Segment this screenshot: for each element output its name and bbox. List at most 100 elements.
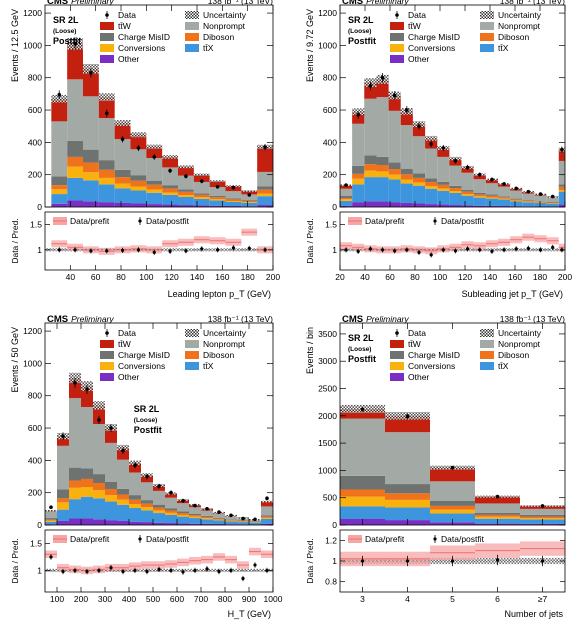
legend-data-marker (395, 331, 399, 335)
legend-label-data: Data (408, 10, 426, 20)
bar-nonprompt (520, 508, 565, 515)
x-tick-label: 60 (91, 272, 101, 282)
bar-ttX (189, 518, 201, 524)
postfit-point (465, 247, 470, 251)
bar-other (146, 204, 163, 207)
postfit-point (360, 559, 365, 563)
bar-diboson (189, 515, 201, 517)
bar-chargemisid (178, 189, 194, 192)
legend-label-ttX: tt̄X (203, 361, 214, 371)
bar-other (376, 201, 389, 207)
legend-swatch-other (390, 373, 404, 381)
bar-ttX (225, 521, 237, 525)
data-point (89, 71, 93, 75)
bar-other (461, 205, 474, 207)
bar-chargemisid (385, 484, 430, 494)
bar-chargemisid (388, 162, 401, 170)
bar-nonprompt (475, 503, 520, 513)
bar-ttX (425, 188, 438, 205)
bar-chargemisid (461, 189, 474, 192)
legend-swatch-other (100, 55, 114, 63)
bar-diboson (114, 177, 131, 184)
bar-conversions (153, 510, 165, 514)
data-point (169, 490, 173, 495)
bar-other (412, 203, 426, 207)
legend-label-ttX: tt̄X (498, 361, 509, 371)
bar-other (201, 523, 213, 525)
bar-ttX (430, 513, 475, 523)
bar-chargemisid (449, 185, 462, 189)
bar-other (114, 202, 131, 207)
bar-ttW (165, 493, 177, 498)
y-axis-label: Events / bin (305, 327, 315, 374)
bar-diboson (376, 164, 389, 172)
bar-ttX (81, 496, 93, 519)
y-tick-label: 1500 (318, 438, 337, 448)
legend-label-nonprompt: Nonprompt (498, 339, 541, 349)
bar-ttX (241, 202, 258, 207)
bar-conversions (177, 514, 189, 517)
bar-diboson (461, 191, 474, 195)
legend-data-marker (105, 13, 109, 17)
bar-chargemisid (81, 468, 93, 479)
postfit-point (133, 568, 137, 573)
data-point (97, 418, 101, 422)
bar-conversions (98, 177, 115, 185)
cms-label-main: CMS (47, 314, 68, 325)
bar-chargemisid (162, 185, 178, 189)
bar-chargemisid (400, 168, 413, 175)
bar-other (162, 204, 178, 207)
bar-ttW (114, 122, 131, 140)
bar-conversions (400, 179, 413, 184)
y-tick-label: 1000 (318, 40, 337, 50)
bar-nonprompt (51, 121, 68, 177)
data-point (157, 484, 161, 489)
bar-nonprompt (340, 418, 385, 476)
bar-ttW (385, 415, 430, 433)
bar-chargemisid (93, 474, 105, 483)
legend-label-diboson: Diboson (498, 350, 529, 360)
bar-conversions (430, 509, 475, 514)
bar-diboson (45, 519, 57, 521)
bar-other (93, 519, 105, 525)
bar-nonprompt (364, 98, 377, 156)
bar-diboson (388, 169, 401, 175)
bar-other (177, 523, 189, 525)
bar-chargemisid (520, 514, 565, 517)
postfit-point (145, 569, 149, 574)
uncertainty-band (130, 132, 147, 138)
ratio-y-tick-label: 1 (332, 556, 337, 566)
postfit-point (97, 568, 101, 573)
legend-swatch-conversions (390, 44, 404, 52)
postfit-point (49, 555, 53, 559)
ratio-y-axis-label: Data / Pred. (10, 538, 20, 583)
bar-nonprompt (376, 97, 389, 157)
bar-other (189, 523, 201, 525)
bar-chargemisid (225, 198, 242, 200)
bar-ttW (241, 190, 258, 195)
legend-label-prefit: Data/prefit (365, 534, 405, 544)
bar-diboson (257, 189, 273, 194)
bar-conversions (364, 170, 377, 178)
bar-chargemisid (117, 488, 129, 495)
region-sublabel: (Loose) (348, 28, 371, 35)
y-tick-label: 800 (28, 73, 42, 83)
bar-ttX (352, 184, 365, 203)
bar-nonprompt (162, 167, 178, 186)
data-point (215, 185, 220, 189)
bar-other (388, 202, 401, 207)
bar-ttW (430, 467, 475, 482)
lumi-label: 138 fb⁻¹ (13 TeV) (208, 0, 273, 6)
data-point (109, 426, 113, 430)
legend-label-conversions: Conversions (408, 361, 455, 371)
y-tick-label: 800 (323, 73, 337, 83)
legend-swatch-diboson (480, 351, 494, 359)
postfit-point (540, 559, 545, 563)
bar-conversions (146, 189, 163, 193)
bar-ttW (105, 427, 117, 443)
x-tick-label: 6 (495, 594, 500, 604)
bar-ttX (98, 184, 115, 203)
bar-other (83, 201, 99, 207)
bar-diboson (425, 181, 438, 186)
cms-label-main: CMS (342, 0, 363, 7)
